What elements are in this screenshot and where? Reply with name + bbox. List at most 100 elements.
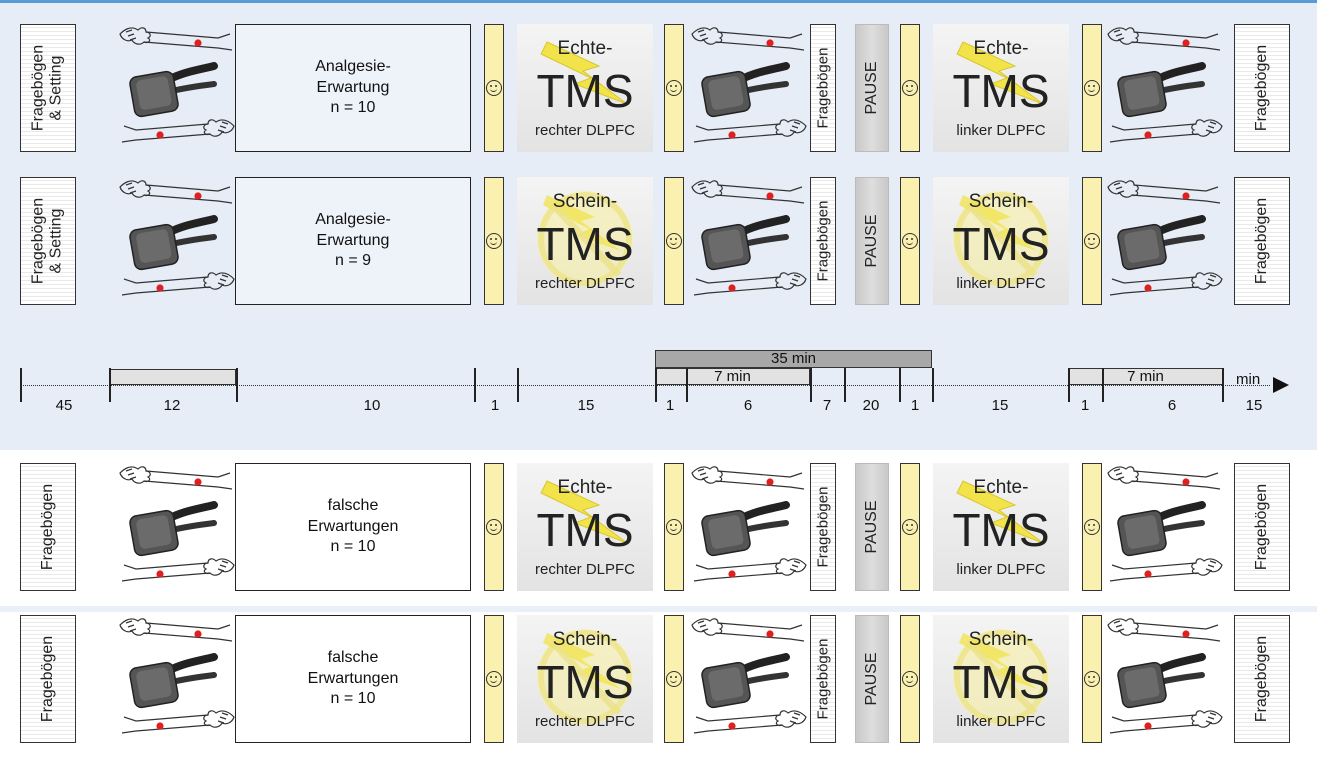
rating-bar [900,463,920,591]
tms-right-site: rechter DLPFC [534,275,636,292]
timeline-duration-label: 15 [991,397,1009,414]
questionnaire-short-label: Fragebögen [814,47,832,129]
arm-bottom-icon [1106,267,1224,312]
smiley-icon [486,519,502,535]
tms-right-site: rechter DLPFC [534,122,636,139]
questionnaire-end-label: Fragebögen [1252,197,1270,285]
questionnaire-short: Fragebögen [810,463,836,591]
questionnaire-doc: Fragebögen [20,463,76,591]
arm-bottom-icon [690,267,808,312]
arm-bottom-icon [118,267,236,312]
tms-left-site: linker DLPFC [956,275,1046,292]
group-box-label: Analgesie- Erwartung n = 9 [315,210,391,270]
tms-left-title: TMS [952,65,1050,117]
arm-top-icon [690,613,808,658]
timeline-tick [109,368,111,402]
arm-top-icon [1106,175,1224,220]
tms-coil-icon [128,653,218,718]
timeline-unit: min [1236,371,1261,388]
tms-right-title: TMS [536,65,634,117]
pause-label: PAUSE [862,652,880,706]
group-box-label: falsche Erwartungen n = 10 [307,648,399,708]
arm-bottom-icon [690,705,808,750]
arm-bottom-icon [118,705,236,750]
smiley-icon [666,80,682,96]
arm-top-icon [1106,461,1224,506]
group-box: falsche Erwartungen n = 10 [235,463,471,591]
arm-bottom-icon [690,114,808,159]
top-accent-line [0,0,1317,3]
tms-right-panel: Echte- TMS rechter DLPFC [517,463,653,591]
smiley-icon [666,233,682,249]
timeline-tick [517,368,519,402]
group-box: Analgesie- Erwartung n = 9 [235,177,471,305]
pause-label: PAUSE [862,500,880,554]
smiley-icon [902,80,918,96]
arm-top-icon [1106,613,1224,658]
rating-bar [484,615,504,743]
tms-coil-icon [128,501,218,566]
pause-block: PAUSE [855,463,889,591]
questionnaire-end-label: Fragebögen [1252,635,1270,723]
pause-label: PAUSE [862,61,880,115]
questionnaire-short-label: Fragebögen [814,638,832,720]
questionnaire-short-label: Fragebögen [814,486,832,568]
tms-coil-icon [1116,653,1206,718]
arm-top-icon [118,22,236,67]
tms-left-panel: Schein- TMS linker DLPFC [933,615,1069,743]
session-bar-2: 7 min [1068,368,1223,385]
timeline-duration-label: 1 [665,397,675,414]
timeline-tick [686,368,688,402]
arm-bottom-icon [118,114,236,159]
tms-coil-icon [128,62,218,127]
tms-left-panel: Schein- TMS linker DLPFC [933,177,1069,305]
timeline-duration-label: 45 [55,397,73,414]
tms-right-title: TMS [536,218,634,270]
group-box: Analgesie- Erwartung n = 10 [235,24,471,152]
rating-bar [1082,177,1102,305]
group-box: falsche Erwartungen n = 10 [235,615,471,743]
pause-block: PAUSE [855,177,889,305]
questionnaire-doc-label: Fragebögen & Setting [29,44,65,132]
tms-right-panel: Echte- TMS rechter DLPFC [517,24,653,152]
questionnaire-end-doc: Fragebögen [1234,177,1290,305]
questionnaire-end-label: Fragebögen [1252,44,1270,132]
arm-bottom-icon [690,553,808,598]
timeline-duration-label: 1 [490,397,500,414]
arm-bottom-icon [118,553,236,598]
total-bar-label: 35 min [770,350,817,367]
group-box-label: falsche Erwartungen n = 10 [307,496,399,556]
smiley-icon [902,519,918,535]
questionnaire-end-doc: Fragebögen [1234,24,1290,152]
tms-left-type: Echte- [973,477,1029,498]
tms-left-site: linker DLPFC [956,561,1046,578]
rating-bar [900,24,920,152]
tms-coil-icon [1116,215,1206,280]
tms-right-title: TMS [536,656,634,708]
rating-bar [664,463,684,591]
arm-bottom-icon [1106,114,1224,159]
total-bar: 35 min [655,350,932,368]
timeline-duration-label: 1 [1080,397,1090,414]
timeline-duration-label: 12 [163,397,181,414]
timeline-duration-label: 6 [1167,397,1177,414]
questionnaire-end-doc: Fragebögen [1234,463,1290,591]
tms-coil-icon [1116,62,1206,127]
tms-left-title: TMS [952,504,1050,556]
questionnaire-short-label: Fragebögen [814,200,832,282]
rating-bar [900,615,920,743]
timeline-duration-label: 7 [822,397,832,414]
arm-top-icon [118,175,236,220]
smiley-icon [1084,519,1100,535]
tms-left-type: Schein- [968,191,1034,212]
questionnaire-doc: Fragebögen [20,615,76,743]
tms-left-title: TMS [952,656,1050,708]
arm-top-icon [690,461,808,506]
timeline-duration-label: 15 [577,397,595,414]
questionnaire-short: Fragebögen [810,177,836,305]
questionnaire-doc-label: Fragebögen [38,483,56,571]
smiley-icon [902,671,918,687]
smiley-icon [902,233,918,249]
tms-left-site: linker DLPFC [956,122,1046,139]
pause-block: PAUSE [855,615,889,743]
